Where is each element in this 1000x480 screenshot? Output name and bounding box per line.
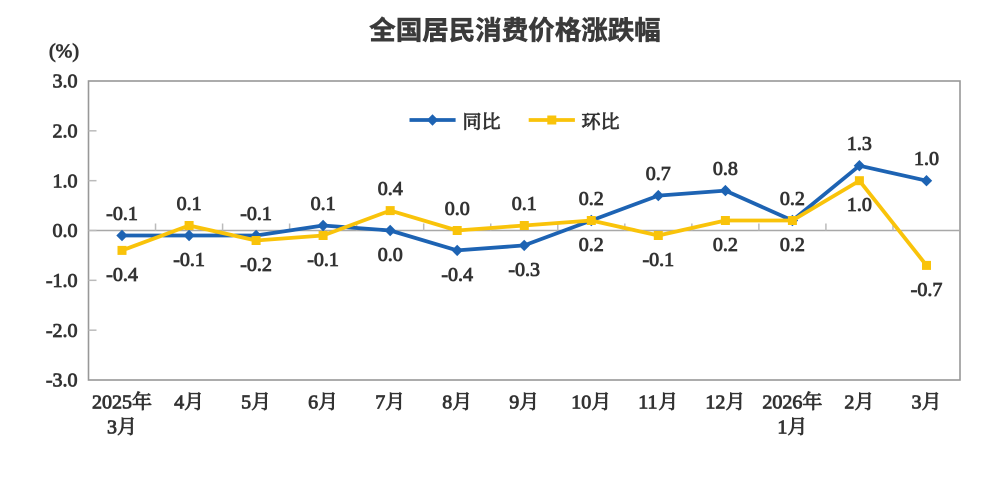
svg-text:-0.4: -0.4: [441, 264, 473, 286]
svg-text:7: 7: [375, 392, 385, 414]
svg-text:4: 4: [174, 392, 184, 414]
svg-text:-0.1: -0.1: [307, 249, 339, 271]
svg-text:5: 5: [241, 392, 251, 414]
svg-text:0.2: 0.2: [579, 188, 604, 210]
svg-text:1: 1: [777, 417, 787, 439]
svg-text:0.0: 0.0: [378, 244, 403, 266]
svg-text:-0.1: -0.1: [642, 249, 674, 271]
svg-text:0.0: 0.0: [53, 220, 78, 242]
svg-text:-1.0: -1.0: [46, 270, 78, 292]
svg-text:-3.0: -3.0: [46, 370, 78, 392]
svg-text:0.4: 0.4: [378, 178, 403, 200]
svg-text:1.0: 1.0: [847, 194, 872, 216]
svg-text:1.3: 1.3: [847, 133, 872, 155]
svg-text:12: 12: [705, 392, 725, 414]
svg-text:-0.4: -0.4: [106, 264, 138, 286]
svg-text:-0.1: -0.1: [106, 203, 138, 225]
svg-text:3: 3: [912, 392, 922, 414]
svg-text:0.1: 0.1: [177, 193, 202, 215]
svg-text:9: 9: [509, 392, 519, 414]
svg-text:3: 3: [107, 417, 117, 439]
svg-text:0.2: 0.2: [713, 234, 738, 256]
svg-text:0.1: 0.1: [512, 193, 537, 215]
svg-text:0.2: 0.2: [579, 234, 604, 256]
svg-text:0.2: 0.2: [780, 234, 805, 256]
svg-text:3.0: 3.0: [53, 71, 78, 93]
svg-text:-0.1: -0.1: [173, 249, 205, 271]
svg-text:0.8: 0.8: [713, 158, 738, 180]
svg-text:0.2: 0.2: [780, 188, 805, 210]
svg-text:1.0: 1.0: [914, 148, 939, 170]
svg-text:10: 10: [571, 392, 591, 414]
svg-text:2026: 2026: [762, 392, 802, 414]
svg-text:-2.0: -2.0: [46, 320, 78, 342]
svg-text:0.7: 0.7: [646, 163, 671, 185]
svg-text:-0.2: -0.2: [240, 254, 272, 276]
svg-text:6: 6: [308, 392, 318, 414]
svg-text:-0.7: -0.7: [911, 279, 943, 301]
svg-text:8: 8: [442, 392, 452, 414]
svg-text:2: 2: [844, 392, 854, 414]
svg-text:-0.1: -0.1: [240, 203, 272, 225]
svg-text:(%): (%): [49, 41, 79, 63]
svg-text:0.1: 0.1: [311, 193, 336, 215]
svg-text:2025: 2025: [92, 392, 132, 414]
svg-text:1.0: 1.0: [53, 170, 78, 192]
svg-text:-0.3: -0.3: [508, 259, 540, 281]
svg-text:2.0: 2.0: [53, 120, 78, 142]
svg-text:11: 11: [638, 392, 657, 414]
svg-text:0.0: 0.0: [445, 198, 470, 220]
